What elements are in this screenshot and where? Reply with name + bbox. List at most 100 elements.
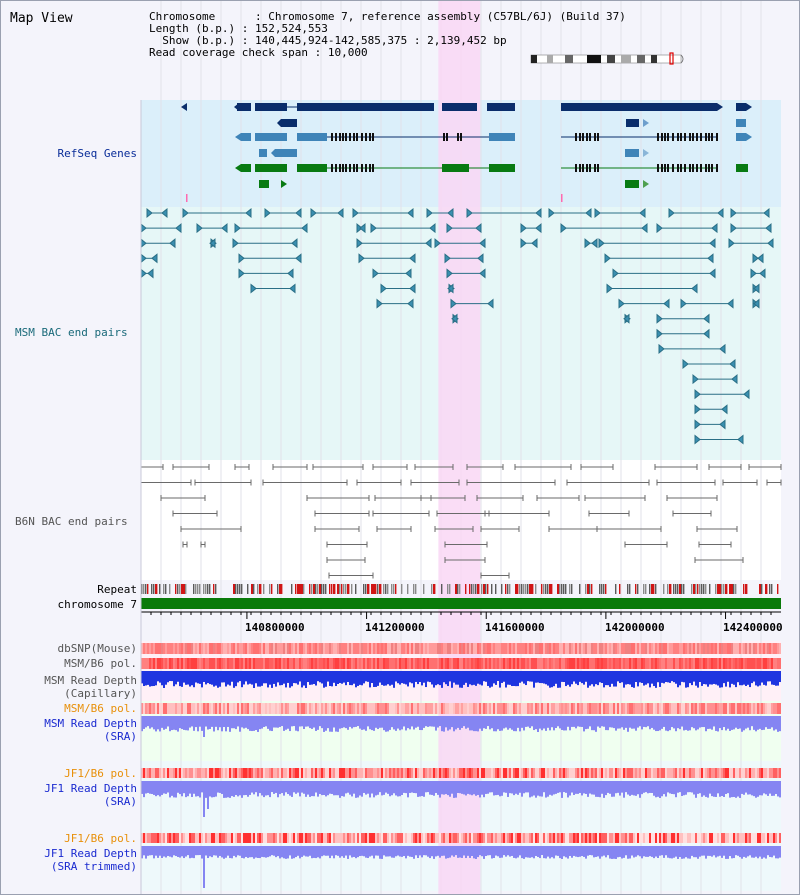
heat-cell	[161, 703, 163, 714]
heat-cell	[771, 833, 773, 843]
heat-cell	[709, 703, 711, 714]
depth-bar	[379, 781, 381, 793]
heat-cell	[337, 658, 339, 669]
depth-bar	[619, 671, 621, 684]
msm-pair-end	[612, 268, 619, 279]
track-label-dbsnp[interactable]: dbSNP(Mouse)	[57, 642, 137, 655]
heat-cell	[605, 768, 607, 778]
depth-bar	[207, 781, 209, 809]
msm-pair-end	[743, 389, 750, 400]
depth-bar	[663, 781, 665, 795]
depth-bar	[763, 781, 765, 794]
depth-bar	[769, 716, 771, 729]
depth-bar	[217, 671, 219, 688]
track-label-msm-bac[interactable]: MSM BAC end pairs	[15, 326, 128, 339]
depth-bar	[203, 671, 205, 682]
heat-cell	[541, 833, 543, 843]
depth-bar	[619, 781, 621, 796]
depth-bar	[293, 781, 295, 793]
depth-bar	[215, 671, 217, 686]
heat-cell	[161, 658, 163, 669]
heat-cell	[713, 643, 715, 654]
msm-pair-end	[352, 207, 359, 219]
heat-cell	[321, 768, 323, 778]
heat-cell	[661, 833, 663, 843]
depth-bar	[277, 781, 279, 798]
heat-cell	[183, 643, 185, 654]
depth-bar	[271, 781, 273, 793]
depth-bar	[513, 846, 515, 858]
depth-bar	[523, 781, 525, 794]
depth-bar	[659, 781, 661, 798]
track-label-jf1-pol-2[interactable]: JF1/B6 pol.	[64, 832, 137, 845]
repeat-element	[165, 584, 167, 594]
exon-mark	[369, 164, 371, 172]
msm-bac-pairs[interactable]	[140, 207, 774, 445]
track-label-jf1-pol[interactable]: JF1/B6 pol.	[64, 767, 137, 780]
depth-bar	[193, 716, 195, 731]
depth-bar	[253, 716, 255, 731]
track-label-chromosome[interactable]: chromosome 7	[57, 598, 137, 611]
depth-bar	[569, 846, 571, 856]
track-label-jf1-depth-sra[interactable]: JF1 Read Depth (SRA)	[1, 782, 137, 808]
depth-bar	[147, 781, 149, 793]
msm-pair-end	[479, 238, 486, 249]
depth-bar	[283, 671, 285, 684]
b6n-bac-pairs[interactable]	[140, 464, 782, 579]
depth-bar	[527, 846, 529, 858]
heat-cell	[775, 643, 777, 654]
repeat-element	[515, 584, 518, 594]
heat-cell	[647, 768, 649, 778]
chromosome-ideogram[interactable]	[530, 52, 684, 65]
heat-cell	[535, 703, 537, 714]
exon-mark	[672, 164, 674, 172]
heat-cell	[415, 768, 417, 778]
track-label-msm-b6-pol[interactable]: MSM/B6 pol.	[64, 657, 137, 670]
heat-cell	[547, 768, 549, 778]
track-label-msm-depth-sra[interactable]: MSM Read Depth (SRA)	[1, 717, 137, 743]
heat-cell	[643, 643, 645, 654]
refseq-genes[interactable]	[181, 103, 752, 202]
track-label-msm-depth-capillary[interactable]: MSM Read Depth (Capillary)	[1, 674, 137, 700]
heat-cell	[751, 658, 753, 669]
depth-tracks[interactable]	[141, 671, 781, 888]
heat-cell	[631, 658, 633, 669]
repeat-track[interactable]	[141, 584, 779, 594]
track-label-jf1-depth-trimmed[interactable]: JF1 Read Depth (SRA trimmed)	[1, 847, 137, 873]
depth-bar	[367, 846, 369, 859]
repeat-element	[235, 584, 237, 594]
heat-cell	[661, 658, 663, 669]
depth-bar	[755, 671, 757, 686]
track-label-b6n-bac[interactable]: B6N BAC end pairs	[15, 515, 128, 528]
heat-cell	[699, 768, 701, 778]
heat-cell	[431, 768, 433, 778]
heat-cell	[419, 658, 421, 669]
depth-bar	[479, 716, 481, 729]
heat-cell	[473, 768, 475, 778]
heat-cell	[231, 658, 233, 669]
depth-bar	[211, 716, 213, 727]
heat-cell	[271, 768, 273, 778]
track-label-repeat[interactable]: Repeat	[97, 583, 137, 596]
heat-cell	[599, 643, 601, 654]
heat-cell	[649, 703, 651, 714]
track-label-msm-b6-pol-2[interactable]: MSM/B6 pol.	[64, 702, 137, 715]
chromosome-bar[interactable]	[141, 598, 781, 609]
heat-cell	[397, 833, 399, 843]
repeat-element	[651, 584, 654, 594]
depth-bar	[377, 846, 379, 856]
depth-bar	[773, 716, 775, 731]
heat-cell	[463, 768, 465, 778]
heat-tracks[interactable]	[141, 643, 781, 843]
heat-cell	[285, 768, 287, 778]
depth-bar	[279, 846, 281, 859]
heat-cell	[495, 658, 497, 669]
track-label-refseq[interactable]: RefSeq Genes	[57, 147, 137, 160]
depth-bar	[639, 781, 641, 798]
selection-highlight[interactable]	[438, 1, 481, 895]
depth-bar	[283, 716, 285, 731]
heat-cell	[141, 833, 143, 843]
depth-bar	[745, 781, 747, 793]
msm-pair-end	[451, 313, 458, 324]
